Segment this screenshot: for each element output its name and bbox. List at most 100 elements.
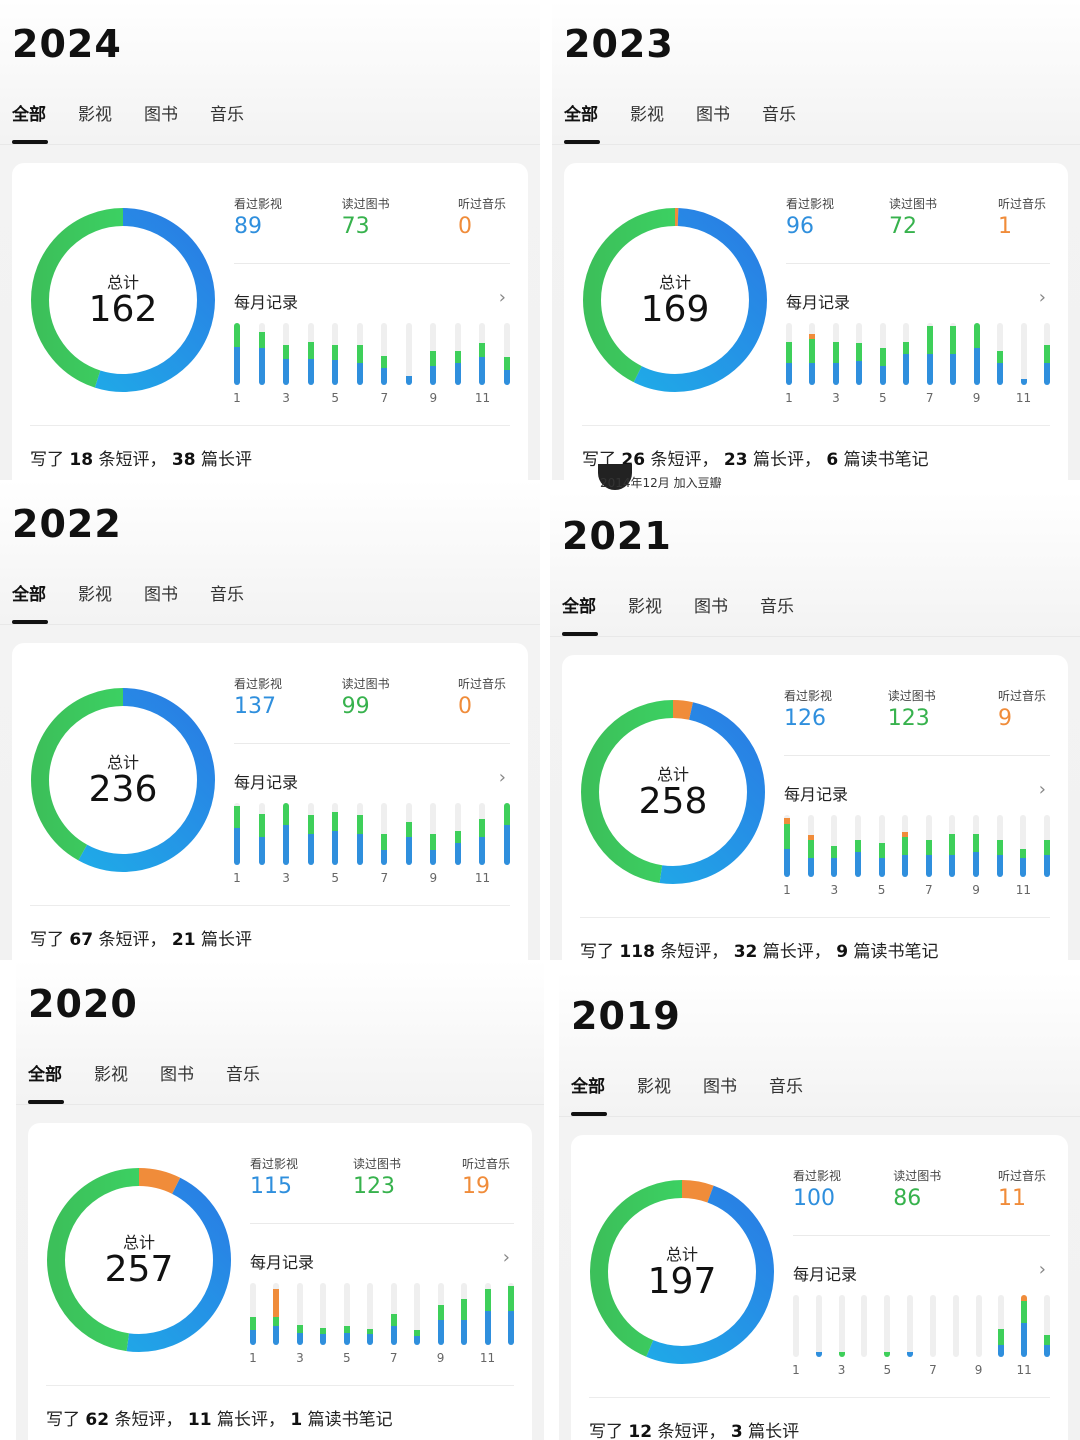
chevron-right-icon[interactable]: ›: [1038, 779, 1046, 800]
tab-film[interactable]: 影视: [78, 585, 112, 605]
chevron-right-icon[interactable]: ›: [1038, 287, 1046, 308]
month-label: 5: [883, 1363, 892, 1377]
stat-music[interactable]: 听过音乐 9: [998, 687, 1046, 731]
tab-film[interactable]: 影视: [637, 1077, 671, 1097]
stat-film-value: 126: [784, 706, 826, 731]
tab-all[interactable]: 全部: [571, 1077, 605, 1097]
chevron-right-icon[interactable]: ›: [502, 1247, 510, 1268]
bar-segment-film: [1044, 1344, 1050, 1357]
total-donut-chart: [590, 1180, 774, 1364]
month-bar: [307, 323, 314, 385]
bar-segment-book: [1044, 344, 1050, 364]
chevron-right-icon[interactable]: ›: [498, 767, 506, 788]
month-bar: [856, 323, 863, 385]
tab-all[interactable]: 全部: [12, 105, 46, 125]
stat-book[interactable]: 读过图书 123: [888, 687, 936, 731]
tab-music[interactable]: 音乐: [210, 585, 244, 605]
month-bar: [997, 323, 1004, 385]
tab-all[interactable]: 全部: [12, 585, 46, 605]
ring-segment-book: [581, 700, 765, 884]
tab-all[interactable]: 全部: [562, 597, 596, 617]
monthly-bar-chart[interactable]: [784, 815, 1072, 877]
stat-film[interactable]: 看过影视 96: [786, 195, 834, 239]
stat-book-label: 读过图书: [341, 677, 390, 691]
stat-book[interactable]: 读过图书 73: [342, 195, 390, 239]
monthly-records-title[interactable]: 每月记录: [784, 785, 849, 804]
monthly-records-title[interactable]: 每月记录: [786, 293, 851, 312]
month-bar: [405, 323, 412, 385]
tab-book[interactable]: 图书: [696, 105, 730, 125]
tab-book[interactable]: 图书: [694, 597, 728, 617]
month-bar: [903, 323, 910, 385]
stat-film[interactable]: 看过影视 126: [784, 687, 832, 731]
month-label: 7: [389, 1351, 398, 1365]
tab-music[interactable]: 音乐: [760, 597, 794, 617]
bar-segment-book: [950, 326, 957, 354]
bar-segment-film: [343, 1332, 350, 1345]
total-value: 236: [88, 769, 158, 810]
monthly-bar-chart[interactable]: [234, 803, 522, 865]
month-label: 3: [830, 883, 839, 897]
stat-music[interactable]: 听过音乐 0: [458, 675, 506, 719]
month-bar: [973, 815, 980, 877]
stat-film[interactable]: 看过影视 137: [234, 675, 282, 719]
monthly-records-title[interactable]: 每月记录: [234, 773, 299, 792]
total-donut-chart: [583, 208, 767, 392]
stat-book[interactable]: 读过图书 99: [342, 675, 390, 719]
stat-book[interactable]: 读过图书 86: [893, 1167, 941, 1211]
bar-segment-book: [784, 824, 790, 850]
stat-music[interactable]: 听过音乐 1: [998, 195, 1046, 239]
monthly-records-title[interactable]: 每月记录: [250, 1253, 315, 1272]
bar-segment-book: [838, 1352, 845, 1357]
summary-divider: [582, 425, 1050, 426]
month-bar: [381, 323, 388, 385]
stats-card: 总计 257 看过影视 115 读过图书 123 听过音乐 19 每月记录 › 1 3 5 7 9 11 写了 …: [28, 1123, 532, 1440]
tab-film[interactable]: 影视: [78, 105, 112, 125]
tab-book[interactable]: 图书: [160, 1065, 194, 1085]
tab-book[interactable]: 图书: [703, 1077, 737, 1097]
stat-film[interactable]: 看过影视 89: [234, 195, 282, 239]
tab-film[interactable]: 影视: [628, 597, 662, 617]
bar-segment-book: [390, 1314, 397, 1327]
stat-film[interactable]: 看过影视 115: [250, 1155, 298, 1199]
stat-music-label: 听过音乐: [998, 197, 1047, 211]
tab-film[interactable]: 影视: [94, 1065, 128, 1085]
summary-divider: [30, 905, 510, 906]
tab-music[interactable]: 音乐: [210, 105, 244, 125]
monthly-bar-chart[interactable]: [234, 323, 522, 385]
stat-music[interactable]: 听过音乐 0: [458, 195, 506, 239]
bar-segment-book: [250, 1317, 256, 1330]
monthly-records-title[interactable]: 每月记录: [234, 293, 299, 312]
review-summary: 写了 62 条短评， 11 篇长评， 1 篇读书笔记: [46, 1405, 393, 1430]
stats-card: 总计 169 看过影视 96 读过图书 72 听过音乐 1 每月记录 › 1 3 5 7 9 11 写了 26 …: [564, 163, 1068, 480]
month-bar: [430, 323, 437, 385]
monthly-bar-chart[interactable]: [250, 1283, 538, 1345]
bar-segment-music: [273, 1289, 280, 1318]
stat-music[interactable]: 听过音乐 19: [462, 1155, 510, 1199]
tab-film[interactable]: 影视: [630, 105, 664, 125]
month-bar: [504, 803, 510, 865]
monthly-bar-chart[interactable]: [786, 323, 1074, 385]
bar-segment-film: [815, 1352, 822, 1357]
month-bar: [405, 803, 412, 865]
chevron-right-icon[interactable]: ›: [498, 287, 506, 308]
month-bar: [861, 1295, 868, 1357]
stat-music[interactable]: 听过音乐 11: [998, 1167, 1046, 1211]
total-donut-chart: [47, 1168, 231, 1352]
tab-all[interactable]: 全部: [564, 105, 598, 125]
monthly-bar-chart[interactable]: [793, 1295, 1080, 1357]
stat-film[interactable]: 看过影视 100: [793, 1167, 841, 1211]
tab-music[interactable]: 音乐: [769, 1077, 803, 1097]
tab-book[interactable]: 图书: [144, 585, 178, 605]
stat-book[interactable]: 读过图书 72: [889, 195, 937, 239]
tab-music[interactable]: 音乐: [762, 105, 796, 125]
tab-music[interactable]: 音乐: [226, 1065, 260, 1085]
monthly-records-title[interactable]: 每月记录: [793, 1265, 858, 1284]
long-review-unit: 篇长评，: [752, 450, 821, 470]
tab-all[interactable]: 全部: [28, 1065, 62, 1085]
month-bar: [831, 815, 838, 877]
chevron-right-icon[interactable]: ›: [1038, 1259, 1046, 1280]
bar-segment-book: [949, 833, 956, 856]
tab-book[interactable]: 图书: [144, 105, 178, 125]
stat-book[interactable]: 读过图书 123: [353, 1155, 401, 1199]
